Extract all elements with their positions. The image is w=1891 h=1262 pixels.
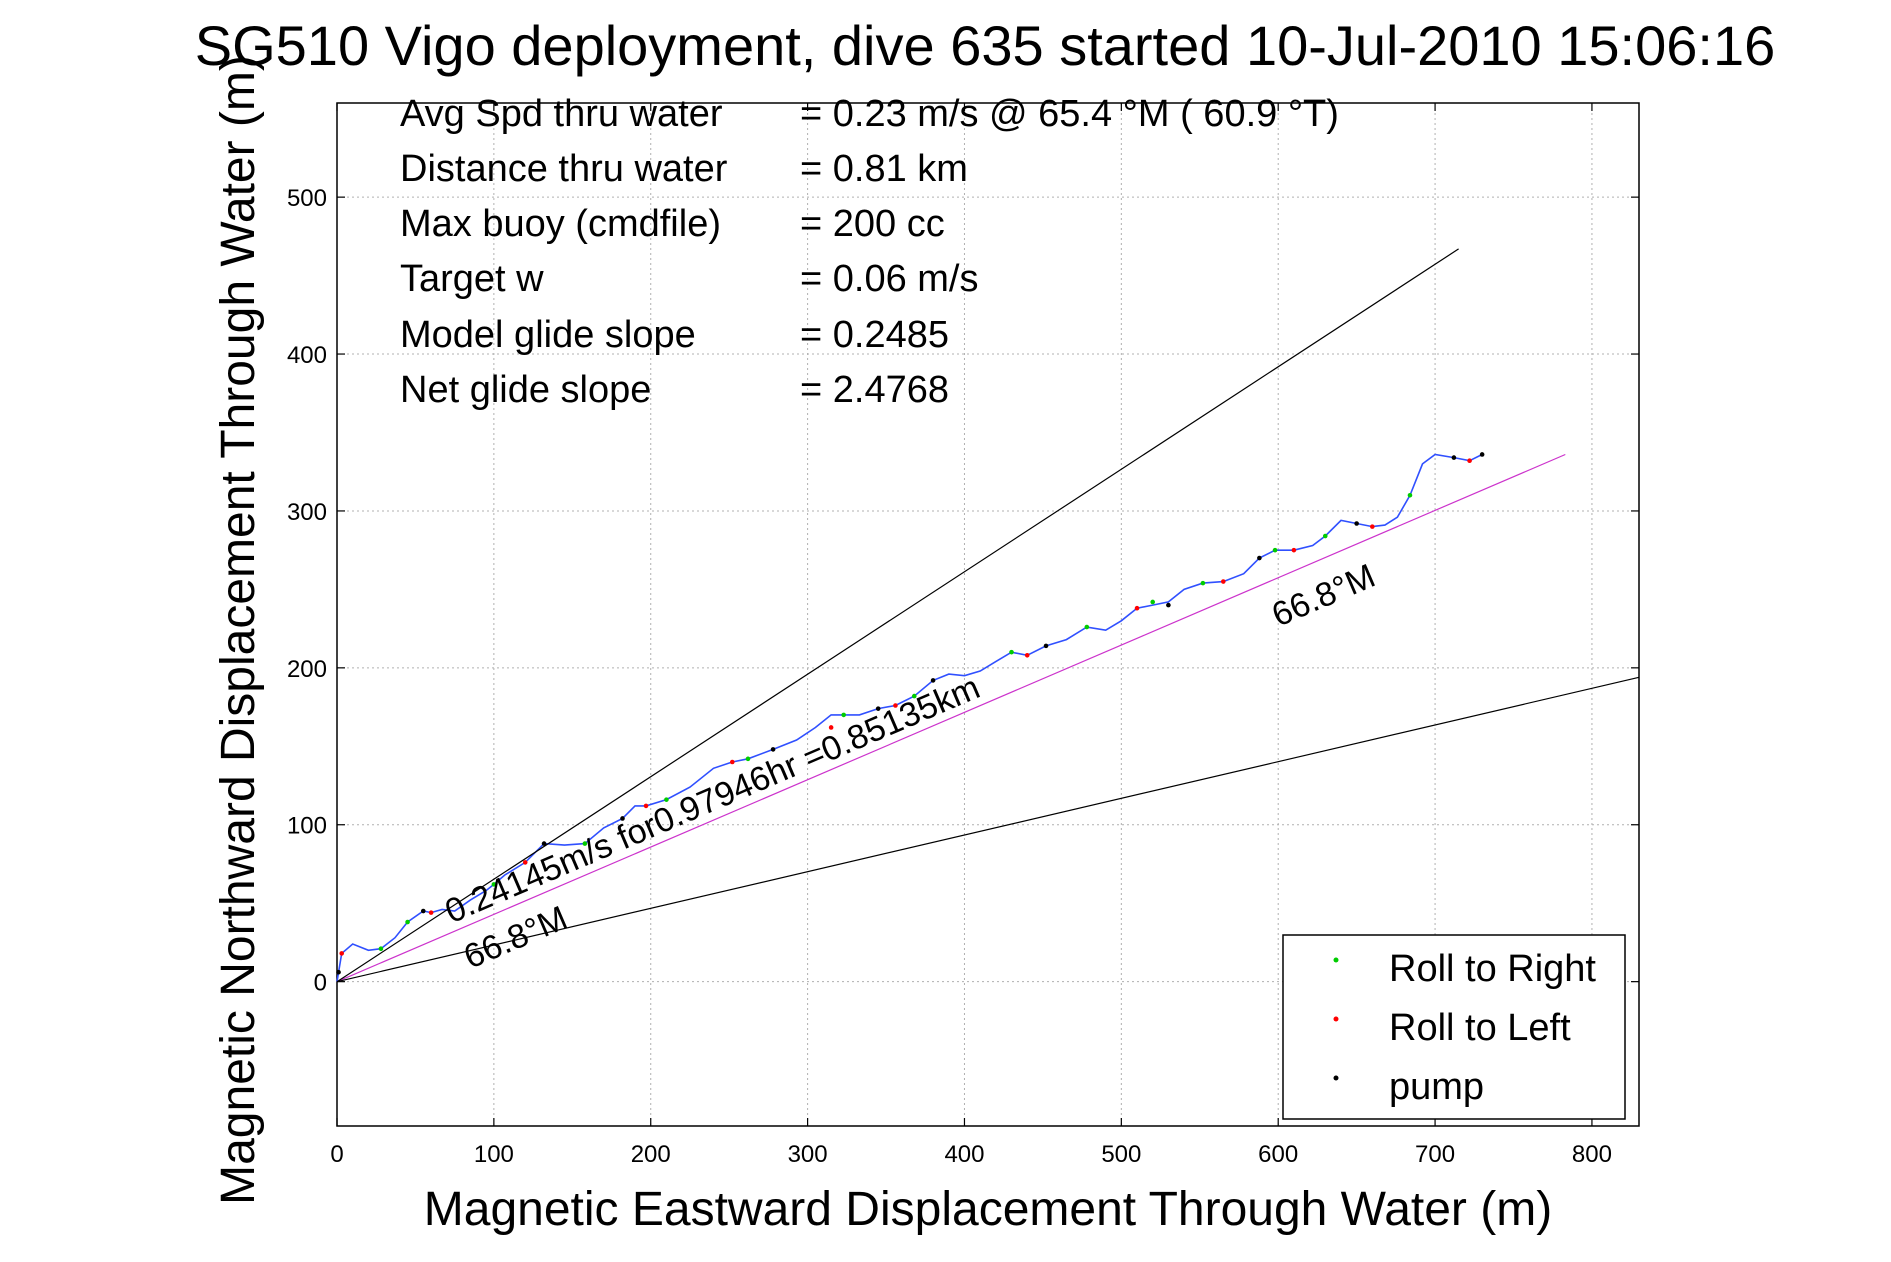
stat-label: Net glide slope — [400, 369, 651, 411]
marker-pump — [1166, 602, 1171, 608]
axis-ticks: 0 100 200 300 400 500 600 700 800 0 100 200 300 400 50… — [287, 103, 1639, 1168]
stat-value: = 0.06 m/s — [800, 258, 978, 300]
marker-pump — [770, 747, 776, 752]
stat-label: Avg Spd thru water — [400, 93, 723, 135]
marker-roll-left — [1467, 458, 1472, 464]
legend-label: Roll to Right — [1389, 948, 1596, 990]
marker-pump — [1043, 643, 1049, 649]
series-envelope-upper — [336, 248, 1459, 983]
stat-label: Model glide slope — [400, 314, 696, 356]
stats-block: Avg Spd thru water = 0.23 m/s @ 65.4 °M (… — [400, 93, 1339, 411]
marker-roll-right — [582, 841, 588, 846]
marker-roll-right — [841, 712, 846, 718]
y-axis-label: Magnetic Northward Displacement Through … — [212, 55, 265, 1205]
marker-pump — [420, 908, 426, 914]
x-tick-label: 600 — [1258, 1141, 1298, 1168]
stat-value: = 0.81 km — [800, 148, 968, 190]
marker-roll-right — [911, 693, 917, 699]
marker-roll-right — [1200, 580, 1206, 586]
marker-roll-left — [643, 803, 649, 809]
stat-value: = 0.2485 — [800, 314, 949, 356]
x-tick-label: 800 — [1572, 1141, 1612, 1168]
marker-roll-right — [1407, 492, 1413, 498]
x-axis-label: Magnetic Eastward Displacement Through W… — [424, 1183, 1552, 1236]
heading-annotation-upper: 66.8°M — [1266, 557, 1380, 635]
legend-marker — [1333, 957, 1339, 963]
y-tick-label: 300 — [287, 499, 327, 526]
legend: Roll to Right Roll to Left pump — [1282, 934, 1626, 1120]
marker-pump — [620, 816, 625, 821]
marker-roll-right — [491, 882, 497, 887]
marker-roll-left — [1370, 524, 1375, 529]
marker-pump — [541, 841, 547, 846]
marker-layer — [336, 452, 1485, 975]
marker-roll-left — [893, 703, 898, 708]
marker-roll-right — [1084, 624, 1090, 630]
stat-label: Distance thru water — [400, 148, 728, 190]
y-tick-label: 400 — [287, 342, 327, 369]
marker-roll-right — [1150, 599, 1156, 605]
legend-label: pump — [1389, 1066, 1484, 1108]
x-tick-label: 100 — [474, 1141, 514, 1168]
marker-roll-left — [428, 910, 434, 915]
x-tick-label: 300 — [788, 1141, 828, 1168]
legend-marker — [1333, 1016, 1339, 1022]
marker-roll-left — [1291, 547, 1297, 553]
y-tick-label: 100 — [287, 813, 327, 840]
x-tick-label: 0 — [330, 1141, 343, 1168]
marker-roll-right — [405, 919, 410, 925]
marker-pump — [1451, 455, 1457, 460]
marker-roll-left — [339, 951, 345, 956]
marker-roll-left — [522, 860, 528, 865]
stat-label: Target w — [400, 258, 544, 300]
marker-roll-left — [1221, 579, 1226, 584]
marker-pump — [1479, 452, 1485, 457]
marker-roll-left — [1134, 605, 1140, 611]
marker-pump — [336, 969, 341, 975]
y-tick-label: 500 — [287, 185, 327, 212]
y-tick-label: 0 — [314, 970, 327, 997]
y-tick-label: 200 — [287, 656, 327, 683]
x-tick-label: 400 — [944, 1141, 984, 1168]
speed-annotation: 0.24145m/s for0.97946hr =0.85135km — [440, 668, 986, 931]
legend-marker — [1333, 1075, 1339, 1081]
x-tick-label: 200 — [631, 1141, 671, 1168]
marker-pump — [930, 678, 936, 683]
marker-roll-right — [378, 946, 384, 952]
chart-title: SG510 Vigo deployment, dive 635 started … — [195, 14, 1776, 77]
stat-label: Max buoy (cmdfile) — [400, 203, 721, 245]
marker-roll-right — [745, 756, 751, 762]
x-tick-label: 500 — [1101, 1141, 1141, 1168]
stat-value: = 200 cc — [800, 203, 945, 245]
series-mean-heading — [336, 453, 1566, 983]
marker-roll-right — [1009, 649, 1014, 655]
marker-pump — [1354, 521, 1359, 526]
marker-roll-left — [730, 759, 735, 765]
marker-pump — [1257, 555, 1262, 561]
marker-roll-right — [664, 797, 669, 802]
marker-roll-left — [828, 725, 834, 730]
marker-pump — [875, 706, 881, 711]
marker-roll-right — [1322, 533, 1328, 539]
x-tick-label: 700 — [1415, 1141, 1455, 1168]
marker-roll-left — [1024, 652, 1030, 658]
series-envelope-lower — [336, 676, 1640, 983]
legend-box — [1282, 934, 1626, 1120]
stat-value: = 2.4768 — [800, 369, 949, 411]
plot-area-frame — [336, 102, 1640, 1127]
series-track — [336, 453, 1483, 982]
marker-roll-right — [1272, 547, 1278, 553]
grid — [336, 103, 1639, 1126]
series-layer — [336, 248, 1640, 983]
stat-value: = 0.23 m/s @ 65.4 °M ( 60.9 °T) — [800, 93, 1339, 135]
legend-label: Roll to Left — [1389, 1007, 1571, 1049]
